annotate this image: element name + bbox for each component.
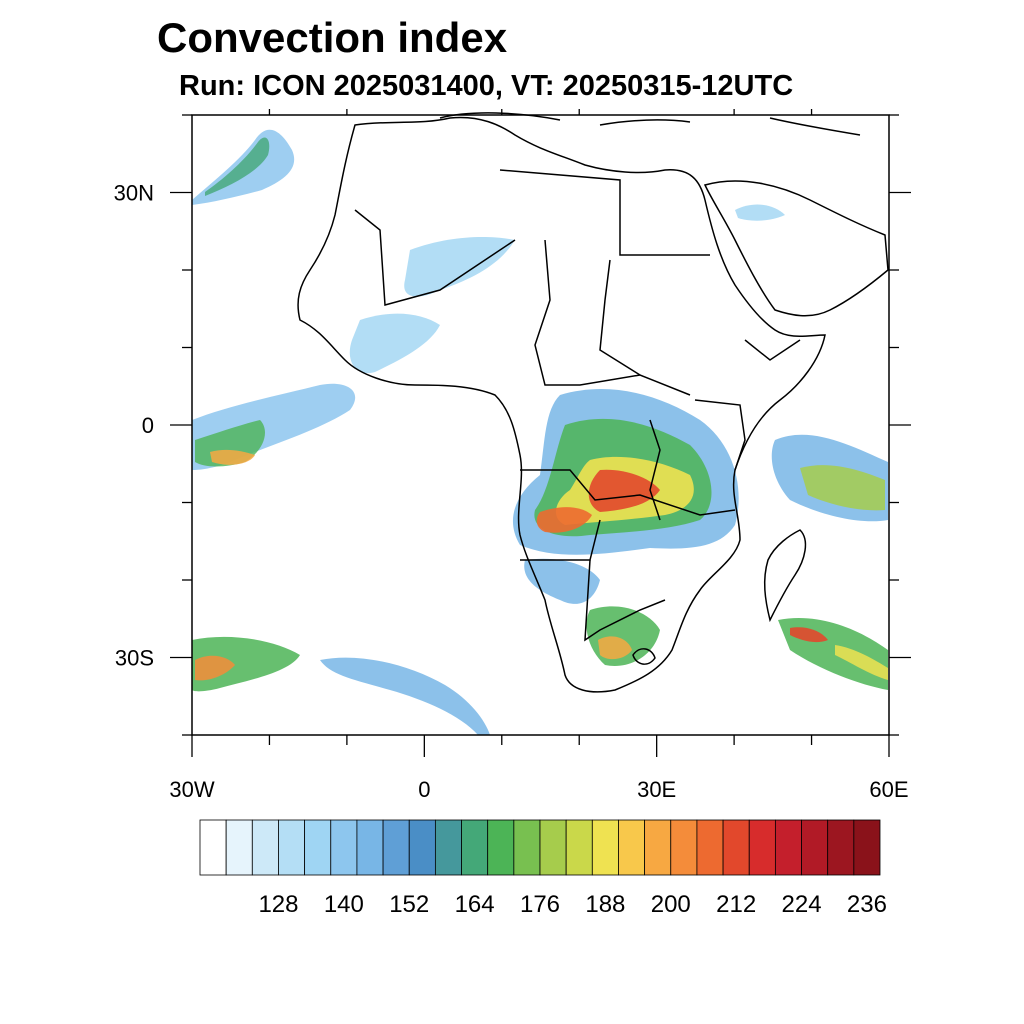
page-title: Convection index xyxy=(157,14,508,61)
colorbar-swatch xyxy=(487,819,515,876)
colorbar-swatch xyxy=(304,819,332,876)
colorbar-swatch xyxy=(722,819,750,876)
colorbar-swatch xyxy=(827,819,855,876)
shade-eq-atlantic-hot xyxy=(210,449,255,465)
colorbar-swatch xyxy=(225,819,253,876)
shade-s-atlantic-hot xyxy=(195,655,235,681)
colorbar-label: 212 xyxy=(716,891,756,918)
colorbar-swatch xyxy=(696,819,724,876)
lesotho xyxy=(632,648,656,665)
colorbar-label: 152 xyxy=(389,891,429,918)
colorbar-label: 188 xyxy=(585,891,625,918)
colorbar-swatch xyxy=(644,819,672,876)
shade-southern-africa xyxy=(524,558,600,604)
shade-se-band-hot xyxy=(790,627,828,643)
colorbar-swatch xyxy=(618,819,646,876)
shade-se-band-yellow xyxy=(835,645,888,680)
convection-shading xyxy=(192,129,888,735)
madagascar xyxy=(763,529,807,623)
colorbar-swatch xyxy=(434,819,462,876)
shade-central-africa-red xyxy=(588,469,660,512)
coastlines xyxy=(297,112,889,693)
colorbar-swatch xyxy=(801,819,829,876)
y-tick-label: 30N xyxy=(114,181,154,206)
shade-south-africa xyxy=(586,606,660,666)
x-tick-label: 60E xyxy=(869,777,908,802)
colorbar: 128 140 152 164 176 188 200 212 224 236 xyxy=(199,819,887,918)
axis-ticks xyxy=(170,109,911,757)
border-1 xyxy=(499,169,710,256)
border-8 xyxy=(649,419,661,521)
border-9 xyxy=(694,399,746,471)
africa-coastline xyxy=(297,116,826,693)
shade-indian-ocean-core xyxy=(800,465,885,511)
shade-angola-red xyxy=(536,507,592,533)
colorbar-label: 164 xyxy=(455,891,495,918)
europe-coastline xyxy=(439,112,861,136)
colorbar-swatch xyxy=(330,819,358,876)
x-tick-label: 30E xyxy=(637,777,676,802)
border-5 xyxy=(520,469,736,516)
shade-south-africa-hot xyxy=(598,636,632,660)
axis-labels: 30W 0 30E 60E 30N 0 30S xyxy=(114,181,909,803)
colorbar-swatch xyxy=(408,819,436,876)
shade-s-atlantic-band2 xyxy=(320,657,490,735)
y-tick-label: 30S xyxy=(115,646,154,671)
colorbar-swatch xyxy=(356,819,384,876)
border-4 xyxy=(599,259,641,376)
colorbar-label: 140 xyxy=(324,891,364,918)
colorbar-swatch xyxy=(251,819,279,876)
arabia-coastline xyxy=(703,180,889,317)
colorbar-swatch xyxy=(539,819,567,876)
colorbar-swatch xyxy=(591,819,619,876)
shade-arabia xyxy=(735,204,785,221)
colorbar-swatch xyxy=(461,819,489,876)
shade-s-atlantic xyxy=(192,636,300,692)
shade-west-africa xyxy=(404,237,515,297)
colorbar-swatch xyxy=(670,819,698,876)
colorbar-swatch xyxy=(565,819,593,876)
page-subtitle: Run: ICON 2025031400, VT: 20250315-12UTC xyxy=(179,70,794,102)
colorbar-label: 200 xyxy=(651,891,691,918)
colorbar-swatch xyxy=(513,819,541,876)
y-tick-label: 0 xyxy=(142,413,154,438)
border-10 xyxy=(744,339,801,361)
border-7 xyxy=(584,559,666,642)
colorbar-label: 176 xyxy=(520,891,560,918)
colorbar-swatch xyxy=(748,819,776,876)
x-tick-label: 30W xyxy=(169,777,214,802)
colorbar-label: 236 xyxy=(847,891,887,918)
colorbar-swatch xyxy=(199,819,227,876)
colorbar-swatch xyxy=(382,819,410,876)
colorbar-swatch xyxy=(853,819,881,876)
colorbar-swatch xyxy=(774,819,802,876)
colorbar-label: 224 xyxy=(782,891,822,918)
colorbar-label: 128 xyxy=(258,891,298,918)
shade-nw-atlantic-core xyxy=(205,137,270,196)
border-2 xyxy=(354,209,516,306)
shade-sahel xyxy=(349,313,440,374)
x-tick-label: 0 xyxy=(418,777,430,802)
border-3 xyxy=(534,239,691,396)
colorbar-swatch xyxy=(278,819,306,876)
